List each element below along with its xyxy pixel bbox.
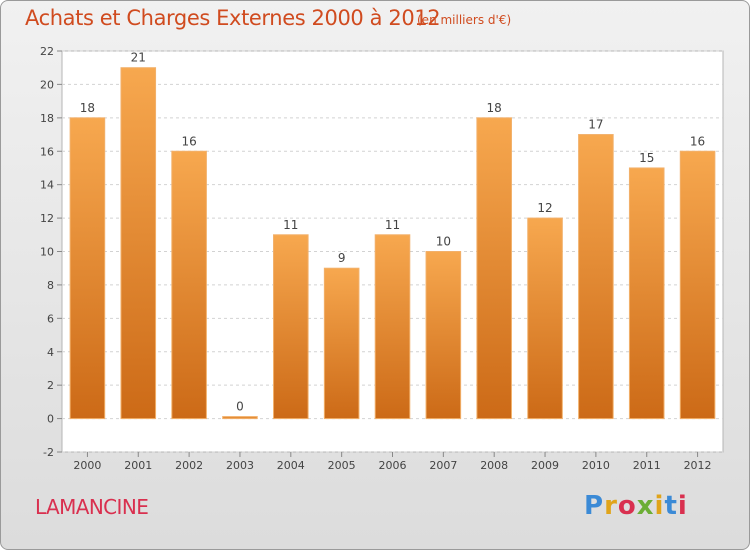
data-label: 21: [131, 51, 146, 65]
chart-subtitle: (en milliers d'€): [417, 13, 512, 27]
y-tick-label: -2: [43, 446, 54, 459]
bar: [679, 150, 716, 420]
y-tick-label: 12: [40, 212, 54, 225]
bars: [69, 67, 716, 420]
y-tick-label: 16: [40, 145, 54, 158]
x-tick-label: 2012: [684, 459, 712, 472]
x-tick-label: 2005: [328, 459, 356, 472]
bar: [171, 150, 207, 420]
x-tick-label: 2010: [582, 459, 610, 472]
bar: [374, 234, 411, 420]
y-tick-label: 18: [40, 112, 54, 125]
bar: [222, 416, 258, 420]
y-tick-label: 4: [47, 346, 54, 359]
y-tick-label: 8: [47, 279, 54, 292]
data-label: 17: [588, 118, 603, 132]
x-axis-ticks: 2000 2001 2002 2003 2004 2005 2006 2007 2008 2009…: [73, 452, 712, 472]
x-tick-label: 2008: [480, 459, 508, 472]
y-tick-label: 22: [40, 45, 54, 58]
proxiti-logo[interactable]: Proxiti: [584, 491, 688, 521]
data-label: 9: [338, 251, 346, 265]
bar: [578, 134, 614, 420]
x-tick-label: 2001: [124, 459, 152, 472]
y-tick-label: 2: [47, 379, 54, 392]
bar: [323, 267, 360, 420]
x-tick-label: 2007: [429, 459, 457, 472]
data-label: 11: [385, 218, 400, 232]
bar: [527, 217, 563, 420]
data-label: 16: [181, 134, 196, 148]
bar: [476, 117, 512, 420]
bar: [69, 117, 106, 420]
bar: [628, 167, 665, 420]
x-tick-label: 2000: [73, 459, 101, 472]
x-tick-label: 2006: [379, 459, 407, 472]
location-name: LAMANCINE: [35, 495, 149, 519]
bar: [273, 234, 309, 420]
bar: [425, 251, 462, 420]
data-label: 12: [537, 201, 552, 215]
x-tick-label: 2002: [175, 459, 203, 472]
x-tick-label: 2003: [226, 459, 254, 472]
x-tick-label: 2009: [531, 459, 559, 472]
data-labels: 18 21 16 0 11 9 11 10 18 12 17 15 16: [80, 51, 705, 414]
data-label: 11: [283, 218, 298, 232]
y-tick-label: 0: [47, 413, 54, 426]
data-label: 10: [436, 235, 451, 249]
x-tick-label: 2011: [633, 459, 661, 472]
data-label: 0: [236, 400, 244, 414]
y-axis-ticks: -2 0 2 4 6 8 10 12 14 16 18 20 22: [40, 45, 62, 459]
chart-title: Achats et Charges Externes 2000 à 2012: [25, 6, 441, 30]
data-label: 16: [690, 134, 705, 148]
data-label: 15: [639, 151, 654, 165]
y-tick-label: 6: [47, 312, 54, 325]
data-label: 18: [80, 101, 95, 115]
x-tick-label: 2004: [277, 459, 305, 472]
y-tick-label: 20: [40, 78, 54, 91]
y-tick-label: 10: [40, 246, 54, 259]
data-label: 18: [487, 101, 502, 115]
y-tick-label: 14: [40, 179, 54, 192]
bar: [120, 67, 157, 420]
